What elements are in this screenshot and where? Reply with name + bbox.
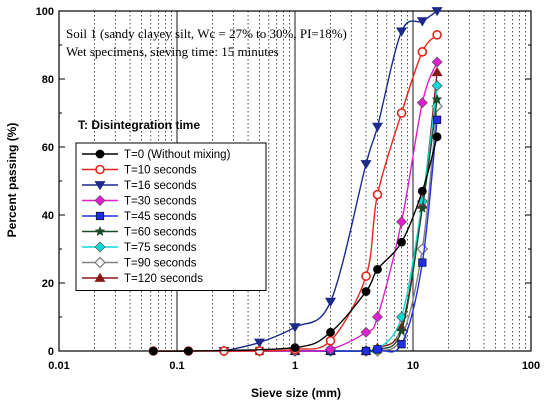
data-point bbox=[325, 297, 337, 307]
data-point bbox=[396, 108, 407, 118]
legend-label: T=60 seconds bbox=[124, 227, 197, 239]
data-series bbox=[148, 7, 444, 357]
data-point bbox=[360, 160, 372, 170]
y-axis-title: Percent passing (%) bbox=[5, 123, 19, 238]
legend-box bbox=[75, 142, 267, 291]
data-point bbox=[326, 327, 335, 337]
legend-label: T=120 seconds bbox=[124, 273, 203, 285]
data-point bbox=[372, 189, 383, 200]
data-point bbox=[360, 326, 372, 338]
legend-marker bbox=[94, 195, 106, 206]
data-point bbox=[290, 343, 300, 353]
data-point bbox=[397, 340, 406, 349]
data-point bbox=[432, 29, 442, 40]
y-tick-label: 80 bbox=[42, 74, 54, 86]
legend: T=0 (Without mixing) T=10 seconds T=16 sec… bbox=[75, 142, 267, 291]
x-tick-label: 0.1 bbox=[169, 360, 184, 372]
series-0 bbox=[148, 132, 442, 356]
data-point bbox=[325, 343, 337, 355]
grid bbox=[94, 11, 526, 351]
data-point bbox=[416, 202, 428, 213]
data-point bbox=[416, 97, 428, 109]
data-point bbox=[184, 346, 193, 356]
annotation-soil: Soil 1 (sandy clayey silt, Wc = 27% to 3… bbox=[66, 26, 347, 41]
data-point bbox=[396, 324, 407, 336]
legend-label: T=90 seconds bbox=[124, 258, 197, 270]
x-tick-label: 10 bbox=[407, 360, 419, 372]
legend-marker bbox=[94, 225, 106, 237]
data-point bbox=[431, 80, 443, 92]
legend-marker bbox=[94, 272, 106, 282]
data-point bbox=[371, 122, 383, 132]
legend-marker bbox=[95, 149, 105, 159]
y-tick-label: 100 bbox=[36, 6, 54, 18]
data-point bbox=[416, 17, 428, 27]
data-point bbox=[431, 7, 443, 17]
legend-label: T=45 seconds bbox=[124, 211, 197, 223]
data-point bbox=[432, 115, 442, 124]
data-point bbox=[371, 311, 383, 323]
y-tick-label: 0 bbox=[48, 346, 54, 358]
annotation-specimens: Wet specimens, sieving time: 15 minutes bbox=[66, 44, 279, 59]
data-point bbox=[373, 264, 382, 274]
x-axis-title: Sieve size (mm) bbox=[251, 386, 341, 400]
data-point bbox=[361, 271, 371, 282]
legend-label: T=10 seconds bbox=[124, 165, 197, 177]
legend-marker bbox=[94, 241, 106, 253]
data-point bbox=[431, 66, 443, 77]
data-point bbox=[416, 243, 429, 255]
y-tick-label: 20 bbox=[42, 278, 54, 290]
data-point bbox=[418, 258, 427, 267]
legend-marker bbox=[95, 164, 105, 175]
x-tick-label: 1 bbox=[292, 360, 298, 372]
data-point bbox=[148, 346, 158, 356]
data-point bbox=[432, 132, 442, 142]
legend-marker bbox=[94, 181, 106, 191]
legend-label: T=16 seconds bbox=[124, 180, 197, 192]
data-point bbox=[325, 335, 336, 346]
data-point bbox=[373, 345, 382, 354]
x-tick-label: 0.01 bbox=[48, 360, 69, 372]
data-point bbox=[417, 46, 428, 57]
legend-label: T=0 (Without mixing) bbox=[124, 149, 231, 161]
y-tick-label: 40 bbox=[42, 210, 54, 222]
data-point bbox=[431, 56, 443, 68]
data-point bbox=[361, 346, 371, 356]
legend-label: T=75 seconds bbox=[124, 242, 197, 254]
data-point bbox=[253, 338, 265, 348]
data-point bbox=[361, 287, 371, 296]
x-tick-label: 100 bbox=[522, 360, 540, 372]
data-point bbox=[417, 186, 427, 196]
annotation-disintegration-time: T: Disintegration time bbox=[78, 118, 200, 132]
data-point bbox=[289, 323, 301, 333]
legend-marker bbox=[95, 211, 105, 221]
legend-label: T=30 seconds bbox=[124, 196, 197, 208]
legend-marker bbox=[94, 256, 106, 269]
data-point bbox=[431, 93, 443, 104]
data-point bbox=[397, 237, 406, 247]
y-tick-label: 60 bbox=[42, 142, 54, 154]
data-point bbox=[396, 216, 408, 228]
data-point bbox=[396, 27, 408, 37]
data-point bbox=[254, 346, 265, 356]
